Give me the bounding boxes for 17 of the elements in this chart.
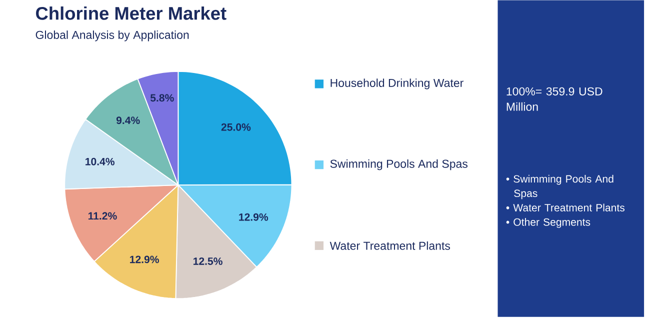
chart-subtitle: Global Analysis by Application (36, 30, 189, 42)
data-label: 9.4% (116, 116, 140, 124)
data-label: 25.0% (221, 123, 251, 131)
data-label: 11.2% (88, 212, 117, 220)
chart-title: Chlorine Meter Market (36, 6, 226, 20)
data-label: 12.5% (193, 258, 222, 266)
text: 100%= 359.9 USD Million (506, 87, 602, 111)
text: • Swimming Pools And Spas (506, 174, 614, 200)
text: • Water Treatment Plants (506, 204, 625, 212)
legend-label: Swimming Pools And Spas (330, 160, 468, 170)
data-label: 12.9% (130, 256, 159, 264)
legend-label: Water Treatment Plants (330, 241, 450, 250)
legend-label: Household Drinking Water (330, 78, 464, 90)
text: • Other Segments (506, 218, 590, 228)
data-label: 12.9% (239, 213, 268, 221)
data-label: 5.8% (150, 94, 174, 102)
data-label: 10.4% (86, 158, 114, 166)
